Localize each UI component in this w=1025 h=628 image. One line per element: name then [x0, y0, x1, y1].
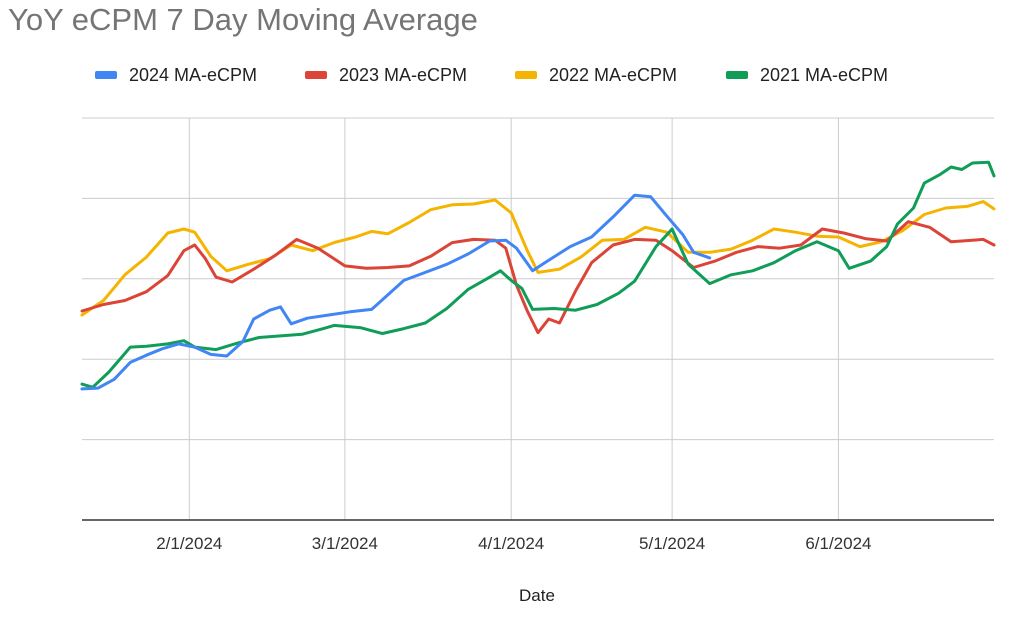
chart-legend: 2024 MA-eCPM 2023 MA-eCPM 2022 MA-eCPM 2…	[0, 62, 1025, 88]
x-tick-label: 5/1/2024	[639, 534, 705, 553]
chart-title: YoY eCPM 7 Day Moving Average	[8, 2, 478, 37]
x-axis-title: Date	[519, 586, 555, 605]
legend-item-2024[interactable]: 2024 MA-eCPM	[95, 62, 257, 88]
series-line-2023[interactable]	[80, 220, 996, 335]
legend-swatch-2024	[95, 71, 117, 79]
legend-item-2023[interactable]: 2023 MA-eCPM	[305, 62, 467, 88]
legend-label-2022: 2022 MA-eCPM	[549, 64, 678, 85]
x-tick-label: 6/1/2024	[805, 534, 871, 553]
series-line-2024[interactable]	[80, 193, 712, 391]
legend-label-2021: 2021 MA-eCPM	[760, 64, 889, 85]
series-line-2022[interactable]	[80, 198, 996, 317]
legend-label-2024: 2024 MA-eCPM	[129, 64, 258, 85]
legend-item-2021[interactable]: 2021 MA-eCPM	[726, 62, 888, 88]
legend-swatch-2022	[515, 71, 537, 79]
series-line-2021[interactable]	[80, 160, 996, 389]
x-tick-label: 4/1/2024	[478, 534, 544, 553]
legend-swatch-2021	[726, 71, 748, 79]
legend-label-2023: 2023 MA-eCPM	[339, 64, 468, 85]
gridlines	[82, 117, 994, 520]
x-axis-ticks: 2/1/2024 3/1/2024 4/1/2024 5/1/2024 6/1/…	[156, 534, 871, 553]
legend-swatch-2023	[305, 71, 327, 79]
legend-item-2022[interactable]: 2022 MA-eCPM	[515, 62, 677, 88]
x-tick-label: 3/1/2024	[312, 534, 378, 553]
series-lines	[80, 160, 996, 391]
x-tick-label: 2/1/2024	[156, 534, 222, 553]
